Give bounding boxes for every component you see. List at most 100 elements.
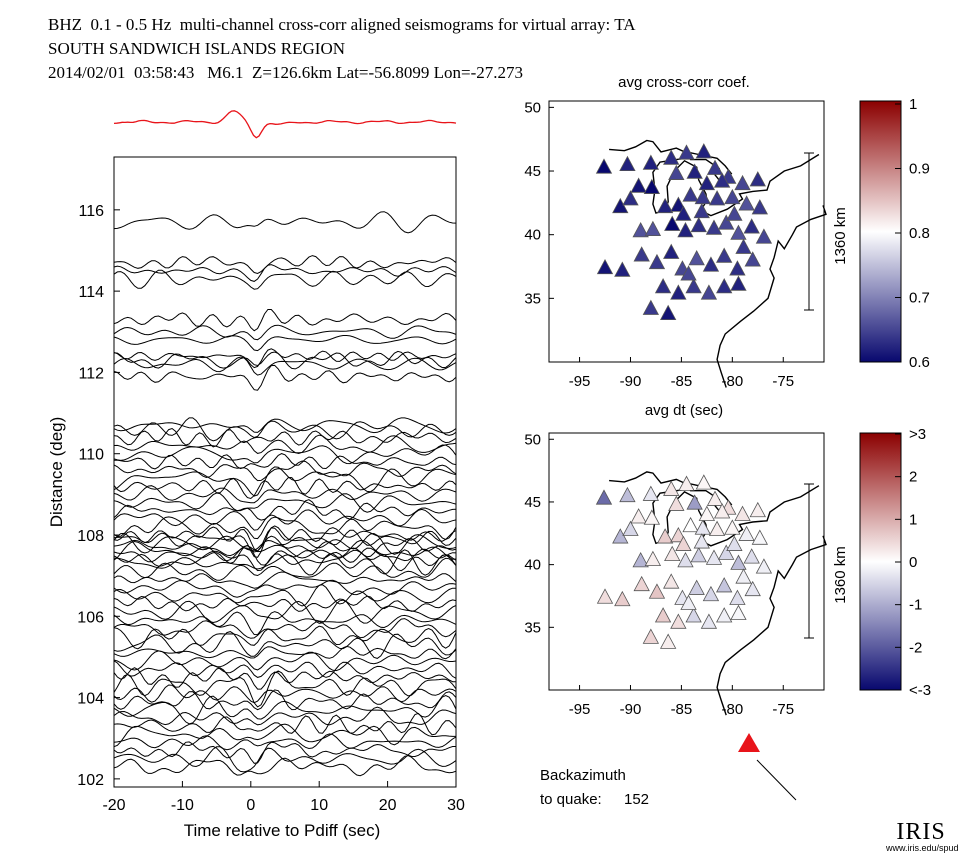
station-triangle bbox=[735, 568, 752, 584]
station-triangle bbox=[698, 505, 716, 521]
seismogram-trace bbox=[113, 733, 457, 751]
station-triangle bbox=[755, 228, 773, 244]
station-triangle bbox=[622, 190, 639, 206]
station-triangle bbox=[716, 577, 733, 593]
station-triangle bbox=[633, 575, 650, 592]
seismogram-trace bbox=[113, 453, 457, 470]
colorbar-tick-label: 0.6 bbox=[909, 354, 930, 371]
y-axis-label: Distance (deg) bbox=[47, 417, 66, 528]
map-y-tick-label: 40 bbox=[524, 557, 541, 574]
colorbar-tick-label: >3 bbox=[909, 426, 926, 443]
record-section-frame bbox=[113, 156, 457, 788]
seismogram-traces bbox=[113, 211, 457, 777]
colorbar-tick-label: 0.7 bbox=[909, 290, 930, 307]
map-x-tick-label: -85 bbox=[671, 701, 693, 718]
station-triangle bbox=[751, 529, 769, 545]
map-top-title: avg cross-corr coef. bbox=[618, 74, 750, 91]
seismogram-trace bbox=[113, 579, 457, 598]
seismogram-trace bbox=[113, 466, 457, 497]
map-top-frame bbox=[548, 100, 825, 363]
map-top-scalebar: 1360 km bbox=[804, 152, 849, 311]
map-x-tick-label: -85 bbox=[671, 373, 693, 390]
seismogram-trace bbox=[113, 584, 456, 607]
station-triangle bbox=[648, 253, 666, 270]
station-triangle bbox=[730, 554, 747, 570]
station-triangle bbox=[642, 628, 660, 644]
station-triangle bbox=[596, 258, 614, 275]
station-triangle bbox=[688, 579, 705, 595]
station-triangle bbox=[668, 495, 685, 511]
map-x-tick-label: -95 bbox=[569, 373, 591, 390]
station-triangle bbox=[670, 613, 687, 629]
backazimuth-label-2: to quake: bbox=[540, 791, 602, 808]
seismogram-trace bbox=[113, 599, 457, 624]
map-y-tick-label: 35 bbox=[524, 619, 541, 636]
seismogram-trace bbox=[113, 499, 457, 521]
seismogram-trace bbox=[113, 356, 457, 376]
header-channel-line: BHZ 0.1 - 0.5 Hz multi-channel cross-cor… bbox=[48, 15, 636, 34]
station-triangle bbox=[695, 474, 712, 490]
station-triangle bbox=[659, 633, 677, 649]
station-triangle bbox=[744, 580, 761, 597]
seismogram-trace bbox=[113, 618, 457, 639]
station-triangle bbox=[718, 544, 735, 560]
coastline-path bbox=[716, 535, 827, 716]
seismogram-trace bbox=[113, 255, 457, 275]
seismogram-trace bbox=[113, 309, 457, 332]
station-triangle bbox=[700, 284, 718, 300]
seismogram-trace bbox=[113, 706, 457, 726]
station-triangle bbox=[708, 190, 726, 206]
seismogram-trace bbox=[113, 485, 457, 504]
station-triangle bbox=[693, 202, 710, 219]
station-triangle bbox=[656, 528, 674, 544]
coastline-path bbox=[609, 139, 820, 217]
station-triangle bbox=[659, 304, 677, 321]
station-triangle bbox=[713, 172, 731, 188]
station-triangle bbox=[643, 178, 661, 194]
map-top-scalebar-label: 1360 km bbox=[832, 207, 849, 265]
map-x-tick-label: -95 bbox=[569, 701, 591, 718]
station-triangle bbox=[656, 197, 674, 214]
colorbar-tick-label: 1 bbox=[909, 511, 917, 528]
station-triangle bbox=[619, 486, 636, 503]
seismogram-trace bbox=[113, 660, 457, 679]
colorbar-cross-corr bbox=[859, 100, 902, 363]
station-triangle bbox=[716, 247, 733, 263]
y-tick-label: 104 bbox=[77, 691, 104, 708]
station-triangle bbox=[698, 174, 716, 191]
station-triangle bbox=[729, 260, 746, 276]
station-triangle bbox=[680, 265, 697, 281]
header-event-line: 2014/02/01 03:58:43 M6.1 Z=126.6km Lat=-… bbox=[48, 63, 523, 82]
station-triangle bbox=[677, 222, 694, 238]
map-dt: avg dt (sec) -95 -90 -85 -80 -75 35 40 45 50 136… bbox=[524, 402, 931, 718]
station-triangle bbox=[706, 490, 724, 506]
station-triangle bbox=[724, 519, 741, 535]
station-triangle bbox=[730, 604, 747, 620]
iris-logo: IRIS www.iris.edu/spud bbox=[886, 820, 959, 853]
station-triangle bbox=[632, 552, 649, 568]
seismogram-trace bbox=[113, 670, 457, 708]
station-triangle bbox=[643, 509, 661, 525]
map-bottom-coastline bbox=[609, 471, 827, 716]
station-triangle bbox=[734, 174, 751, 191]
seismogram-trace bbox=[113, 549, 457, 576]
station-triangle bbox=[632, 222, 649, 238]
seismogram-trace bbox=[113, 476, 457, 500]
backazimuth-value: 152 bbox=[624, 791, 649, 808]
seismogram-trace bbox=[113, 211, 457, 234]
station-triangle bbox=[690, 547, 707, 563]
station-triangle bbox=[663, 480, 680, 496]
seismogram-trace bbox=[113, 324, 457, 341]
seismogram-trace bbox=[113, 526, 457, 552]
seismogram-trace bbox=[113, 539, 457, 562]
colorbar-tick-label: 1 bbox=[909, 96, 917, 113]
map-x-tick-label: -90 bbox=[620, 373, 642, 390]
station-triangle bbox=[751, 199, 769, 215]
station-triangle bbox=[735, 238, 752, 254]
seismogram-trace bbox=[113, 525, 457, 558]
seismogram-trace bbox=[113, 631, 457, 659]
seismogram-trace bbox=[113, 650, 457, 672]
record-section: -20 -10 0 10 20 30 102 104 106 108 110 112 114 116 T… bbox=[47, 156, 465, 840]
station-triangle bbox=[675, 535, 692, 551]
seismogram-trace bbox=[113, 350, 457, 370]
